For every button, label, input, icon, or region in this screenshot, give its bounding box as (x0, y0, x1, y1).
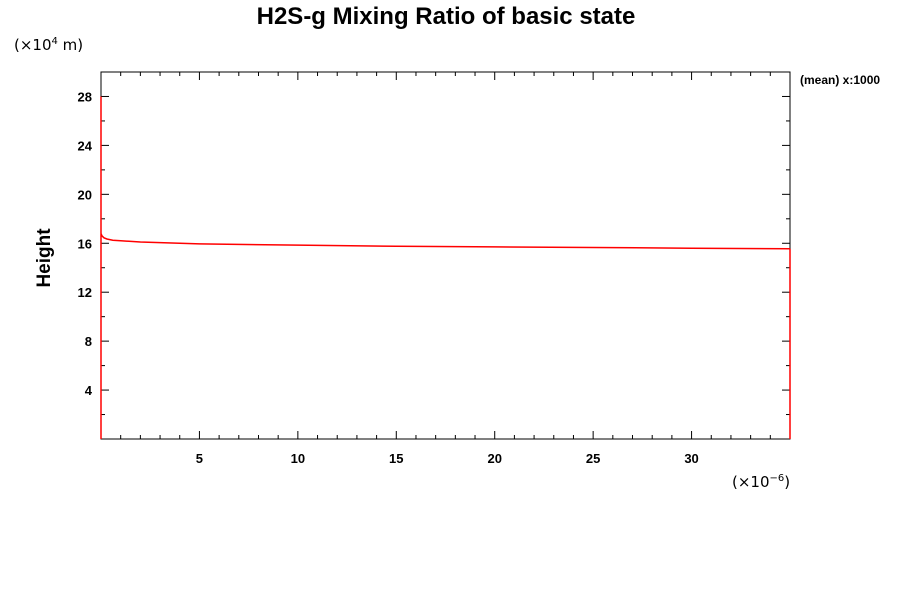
y-tick-label: 20 (78, 187, 92, 202)
y-unit-suffix: m) (58, 36, 83, 54)
y-tick-label: 24 (78, 138, 93, 153)
y-axis-label: Height (34, 228, 55, 288)
mixing-ratio-line (100, 96, 791, 439)
y-tick-label: 12 (78, 285, 92, 300)
y-unit-label: (×104 m) (14, 36, 83, 54)
x-tick-label: 25 (586, 451, 600, 466)
x-unit-suffix: ) (784, 473, 790, 491)
chart-title: H2S-g Mixing Ratio of basic state (257, 3, 636, 30)
x-unit-exponent: −6 (770, 473, 785, 484)
y-tick-label: 8 (85, 334, 92, 349)
y-tick-label: 28 (78, 89, 92, 104)
y-unit-exponent: 4 (52, 36, 58, 47)
x-tick-label: 20 (487, 451, 501, 466)
x-tick-label: 15 (389, 451, 403, 466)
x-unit-label: (×10−6) (732, 473, 790, 491)
y-tick-label: 4 (85, 383, 93, 398)
mean-annotation: (mean) x:1000 (800, 73, 880, 87)
y-tick-label: 16 (78, 236, 92, 251)
x-tick-label: 10 (291, 451, 305, 466)
plot-frame (100, 71, 791, 440)
x-unit-prefix: (×10 (732, 473, 770, 491)
plot-area: 5 10 15 20 25 30 4 8 12 16 20 24 28 (78, 71, 791, 466)
y-unit-prefix: (×10 (14, 36, 52, 54)
x-tick-label: 30 (684, 451, 698, 466)
x-tick-label: 5 (196, 451, 203, 466)
